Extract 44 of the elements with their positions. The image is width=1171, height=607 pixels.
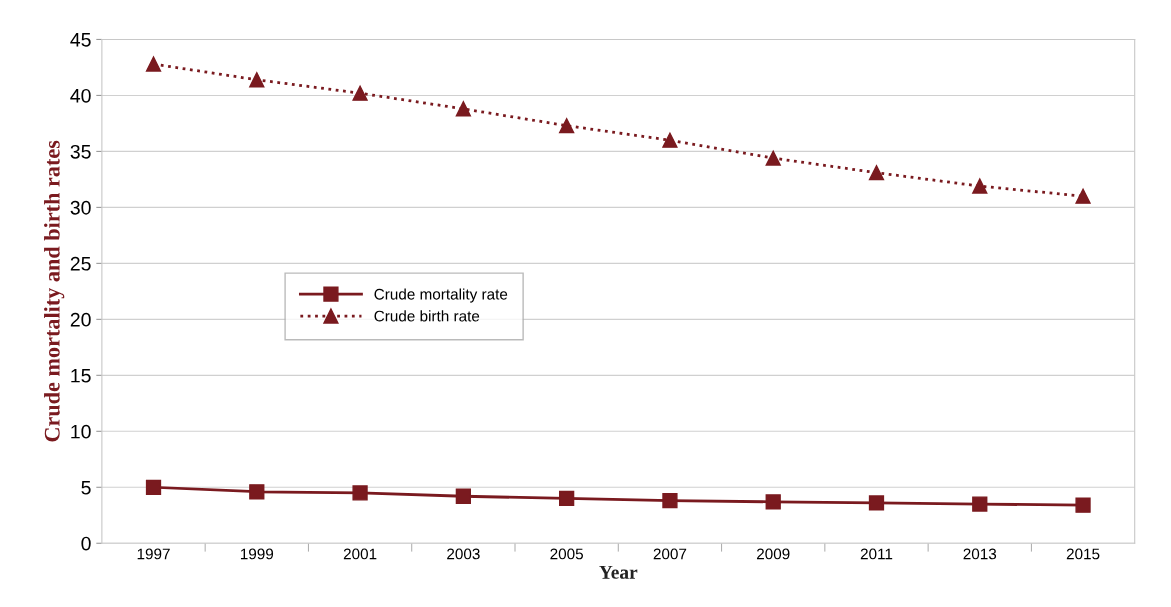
y-tick-label: 15 — [71, 369, 91, 383]
point — [455, 488, 472, 504]
point — [765, 150, 781, 166]
x-tick-label: 2013 — [963, 548, 997, 560]
point — [1075, 188, 1091, 204]
y-tick-label: 5 — [81, 480, 91, 495]
point — [1075, 497, 1091, 513]
point — [868, 495, 885, 511]
x-axis-title: Year — [599, 565, 638, 579]
legend-label: Crude mortality rate — [374, 288, 508, 303]
x-tick-label: 1999 — [240, 548, 274, 560]
y-tick-label: 25 — [70, 256, 91, 271]
point — [662, 132, 678, 148]
x-tick-label: 2001 — [343, 548, 377, 560]
y-tick-label: 10 — [71, 424, 91, 439]
point — [352, 485, 368, 501]
y-tick-label: 0 — [81, 536, 91, 551]
x-tick-label: 2009 — [756, 548, 790, 560]
x-tick-label: 2007 — [653, 548, 687, 560]
x-tick-label: 2015 — [1066, 548, 1100, 560]
y-tick-label: 35 — [70, 144, 91, 159]
point — [145, 479, 162, 495]
x-tick-label: 2011 — [860, 548, 893, 560]
point — [559, 490, 575, 507]
y-tick-label: 45 — [70, 33, 91, 47]
point — [352, 85, 368, 101]
point — [662, 493, 678, 509]
point — [765, 494, 781, 510]
x-tick-label: 2005 — [550, 548, 583, 560]
point — [559, 118, 575, 134]
y-tick-label: 30 — [70, 200, 91, 215]
point — [455, 101, 472, 117]
point — [972, 178, 988, 194]
x-tick-label: 2003 — [447, 548, 480, 560]
x-tick-label: 1997 — [137, 548, 170, 560]
legend-label: Crude birth rate — [374, 310, 480, 322]
point — [249, 72, 265, 88]
y-axis-title: Crude mortality and birth rates — [44, 140, 65, 442]
point — [868, 165, 885, 181]
point — [249, 484, 265, 500]
point — [145, 56, 162, 72]
y-tick-label: 40 — [70, 88, 91, 103]
y-tick-label: 20 — [70, 312, 91, 327]
point — [972, 496, 988, 512]
